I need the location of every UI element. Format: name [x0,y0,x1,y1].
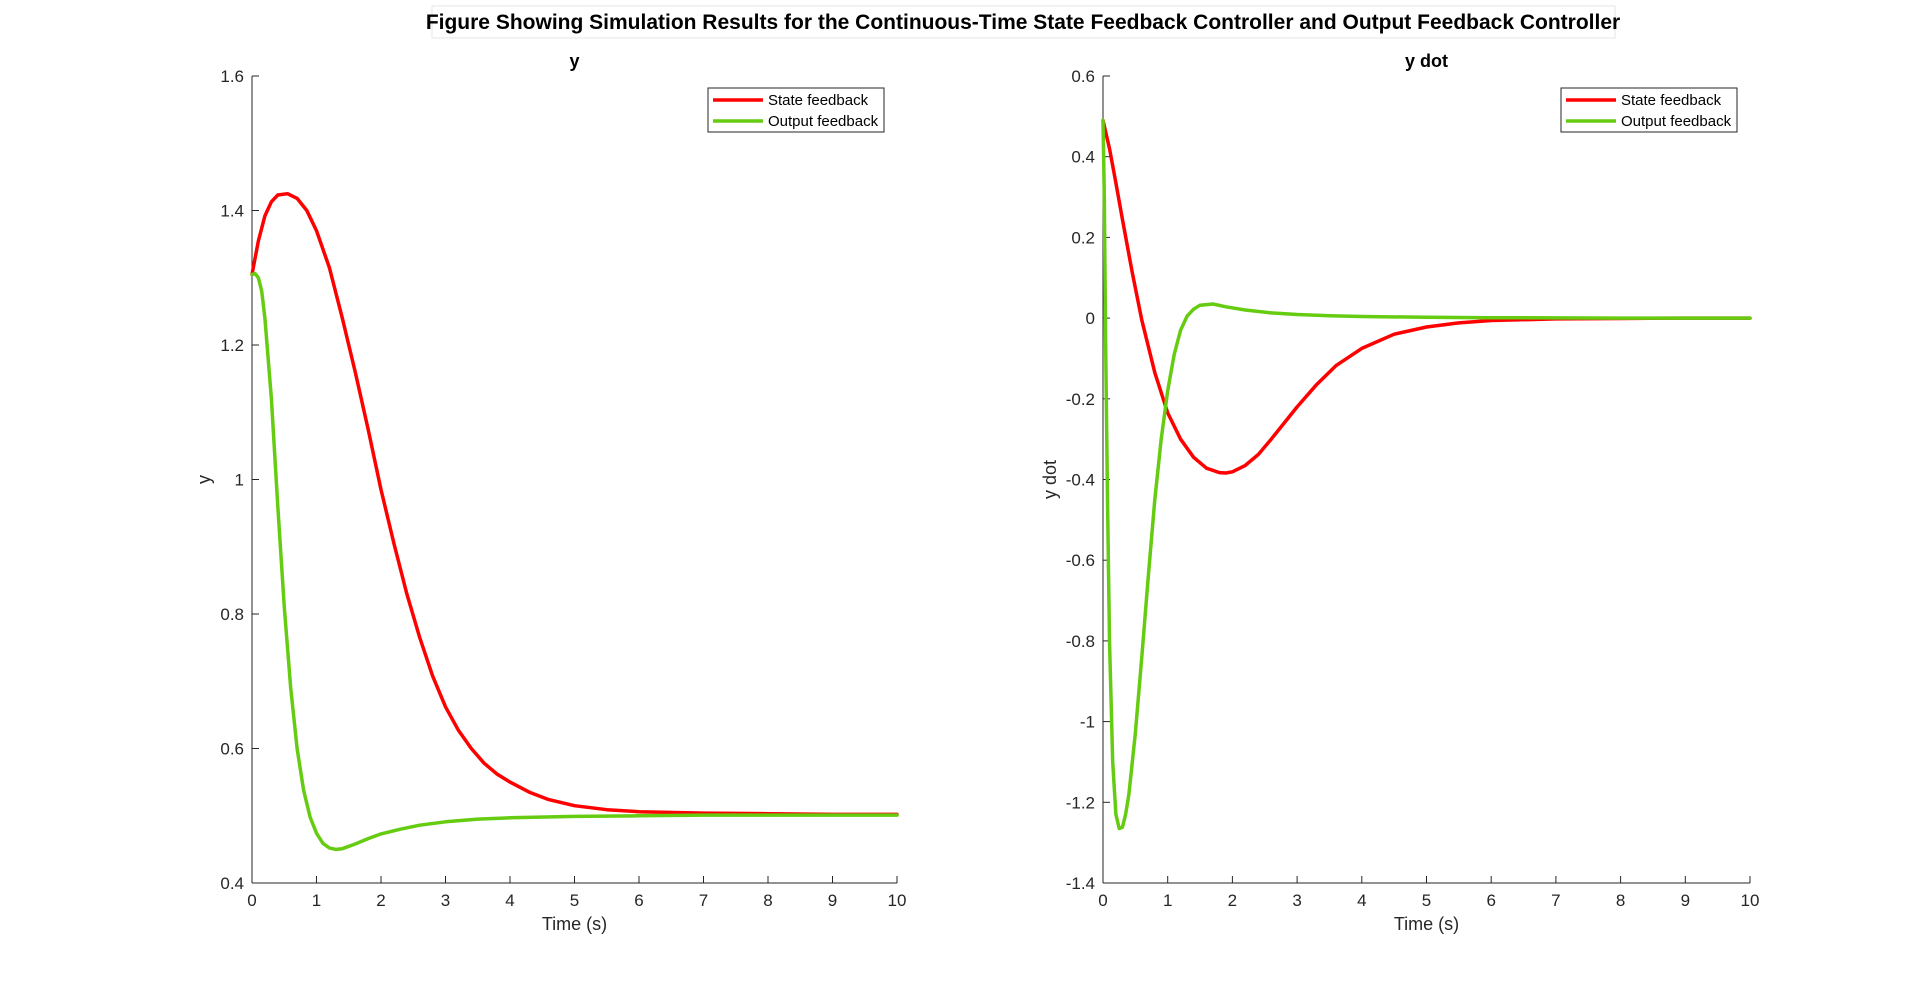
x-tick-label: 1 [312,891,321,910]
legend-entry-label: State feedback [1621,92,1722,109]
x-tick-label: 1 [1163,891,1172,910]
axes-y-dot[interactable]: 0 1 2 3 4 5 6 7 8 9 10 -1.4 -1.2 -1 -0.8 -0.6 -0.4 -0.2 0 0… [1040,51,1759,934]
y-tick-label: 1 [235,471,244,490]
series-line-state-feedback [250,191,899,817]
x-tick-label: 5 [1422,891,1431,910]
legend-entry-label: Output feedback [1621,113,1732,130]
x-tick-label: 9 [828,891,837,910]
y-tick-label: -0.6 [1066,551,1095,570]
x-tick-label: 10 [888,891,907,910]
x-tick-label: 9 [1681,891,1690,910]
series-line-output-feedback [250,271,899,852]
x-tick-label: 8 [1616,891,1625,910]
x-tick-label: 3 [441,891,450,910]
y-axis-label: y [194,475,214,484]
y-tick-label: 0.2 [1071,228,1095,247]
axes-title: y dot [1405,51,1448,71]
y-tick-label: -1.2 [1066,793,1095,812]
x-tick-label: 2 [1228,891,1237,910]
legend-box [707,87,885,133]
x-tick-label: 3 [1292,891,1301,910]
x-tick-label: 7 [1551,891,1560,910]
y-axis-label: y dot [1040,460,1060,499]
x-tick-label: 5 [570,891,579,910]
y-tick-label: 0.6 [220,740,244,759]
legend[interactable]: State feedback Output feedback [707,87,885,133]
x-tick-label: 6 [1486,891,1495,910]
figure-title: Figure Showing Simulation Results for th… [426,11,1620,34]
x-axis-label: Time (s) [1394,914,1459,934]
y-tick-label: -0.8 [1066,632,1095,651]
y-tick-label: 0.4 [220,874,244,893]
legend[interactable]: State feedback Output feedback [1560,87,1738,133]
y-tick-label: 0.8 [220,605,244,624]
series-line-state-feedback [1101,118,1752,475]
y-tick-label: -0.2 [1066,390,1095,409]
x-tick-label: 4 [1357,891,1366,910]
series-line-output-feedback [1101,118,1752,831]
x-tick-label: 7 [699,891,708,910]
x-tick-label: 10 [1741,891,1760,910]
x-axis-label: Time (s) [542,914,607,934]
y-tick-label: -0.4 [1066,471,1095,490]
x-tick-label: 0 [247,891,256,910]
y-tick-label: 1.2 [220,336,244,355]
x-tick-label: 2 [376,891,385,910]
legend-box [1560,87,1738,133]
x-tick-label: 0 [1098,891,1107,910]
axes-y[interactable]: 0 1 2 3 4 5 6 7 8 9 10 0.4 0.6 0.8 1 1.2 1.4 1.6 y Time (s)… [194,51,906,934]
y-tick-label: -1 [1080,713,1095,732]
figure-title-group: Figure Showing Simulation Results for th… [426,5,1620,39]
y-tick-label: 0.4 [1071,148,1095,167]
x-tick-label: 6 [634,891,643,910]
figure-title-box [431,5,1616,39]
y-tick-label: 0 [1086,309,1095,328]
x-tick-label: 4 [505,891,514,910]
legend-entry-label: Output feedback [768,113,879,130]
legend-entry-label: State feedback [768,92,869,109]
axes-title: y [569,51,579,71]
y-tick-label: 1.6 [220,67,244,86]
y-tick-label: -1.4 [1066,874,1095,893]
y-tick-label: 1.4 [220,202,244,221]
y-tick-label: 0.6 [1071,67,1095,86]
x-tick-label: 8 [763,891,772,910]
